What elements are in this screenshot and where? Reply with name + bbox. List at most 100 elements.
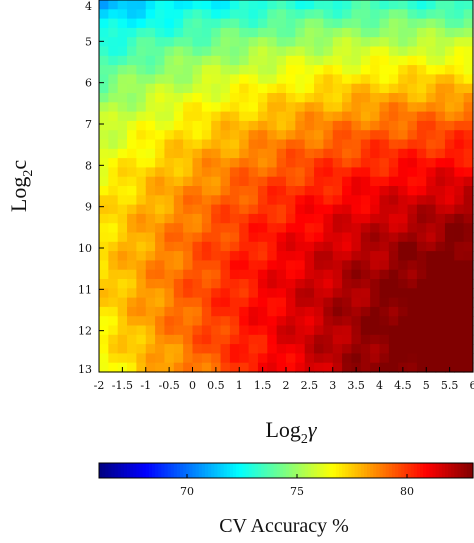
heatmap-cell	[323, 344, 334, 354]
heatmap-cell	[388, 269, 399, 280]
heatmap-cell	[463, 260, 474, 271]
heatmap-cell	[407, 297, 418, 308]
heatmap-cell	[463, 0, 474, 10]
heatmap-cell	[99, 74, 109, 85]
heatmap-cell	[342, 46, 353, 57]
heatmap-cell	[426, 139, 437, 150]
heatmap-cell	[332, 65, 343, 75]
heatmap-cell	[454, 65, 465, 75]
colorbar-segment	[105, 463, 109, 478]
colorbar-segment	[276, 463, 281, 478]
heatmap-cell	[192, 176, 203, 187]
colorbar-segment	[286, 463, 290, 478]
heatmap-cell	[388, 204, 399, 215]
heatmap-cell	[295, 93, 306, 103]
heatmap-cell	[164, 46, 175, 57]
heatmap-cell	[201, 269, 212, 280]
heatmap-cell	[435, 93, 446, 103]
heatmap-cell	[257, 334, 268, 345]
heatmap-cell	[127, 9, 137, 20]
heatmap-cell	[360, 344, 371, 354]
heatmap-cell	[276, 18, 287, 29]
heatmap-cell	[267, 260, 278, 271]
colorbar-segment	[220, 463, 225, 478]
heatmap-cell	[211, 344, 222, 354]
heatmap-cell	[370, 251, 381, 261]
heatmap-cell	[342, 306, 353, 317]
heatmap-cell	[426, 353, 437, 364]
heatmap-cell	[155, 111, 166, 122]
heatmap-cell	[201, 139, 212, 150]
heatmap-cell	[332, 353, 343, 364]
colorbar-segment	[161, 463, 166, 478]
heatmap-cell	[99, 269, 109, 280]
heatmap-cell	[155, 316, 166, 327]
heatmap-cell	[220, 120, 231, 131]
heatmap-cell	[183, 362, 194, 373]
colorbar-segment	[142, 463, 147, 478]
heatmap-cell	[370, 223, 381, 234]
heatmap-cell	[257, 232, 268, 243]
heatmap-cell	[99, 213, 109, 224]
heatmap-cell	[342, 288, 353, 299]
heatmap-cell	[145, 306, 156, 317]
heatmap-cell	[314, 55, 324, 66]
heatmap-cell	[323, 316, 334, 327]
heatmap-cell	[379, 241, 390, 252]
heatmap-cell	[332, 232, 343, 243]
heatmap-cell	[370, 158, 381, 168]
heatmap-cell	[444, 316, 455, 327]
heatmap-cell	[351, 37, 362, 48]
heatmap-cell	[239, 93, 250, 103]
heatmap-cell	[239, 186, 250, 196]
heatmap-cell	[342, 93, 353, 103]
heatmap-cell	[164, 186, 175, 196]
heatmap-cell	[99, 297, 109, 308]
heatmap-cell	[304, 120, 315, 131]
heatmap-cell	[426, 74, 437, 85]
heatmap-cell	[370, 18, 381, 29]
heatmap-cell	[454, 223, 465, 234]
heatmap-cell	[416, 93, 427, 103]
heatmap-cell	[267, 176, 278, 187]
heatmap-cell	[145, 297, 156, 308]
heatmap-cell	[435, 0, 446, 10]
heatmap-cell	[360, 111, 371, 122]
heatmap-cell	[360, 158, 371, 168]
heatmap-cell	[426, 269, 437, 280]
colorbar-segment	[102, 463, 106, 478]
colorbar-segment	[108, 463, 113, 478]
heatmap-cell	[127, 241, 137, 252]
heatmap-cell	[108, 111, 119, 122]
heatmap-cell	[342, 9, 353, 20]
heatmap-cell	[332, 251, 343, 261]
heatmap-cell	[173, 223, 184, 234]
heatmap-cell	[99, 167, 109, 178]
heatmap-cell	[444, 241, 455, 252]
heatmap-cell	[370, 55, 381, 66]
heatmap-cell	[155, 213, 166, 224]
heatmap-cell	[360, 260, 371, 271]
heatmap-cell	[201, 241, 212, 252]
heatmap-cell	[117, 0, 128, 10]
heatmap-cell	[248, 260, 259, 271]
heatmap-cell	[360, 362, 371, 373]
heatmap-cell	[332, 297, 343, 308]
heatmap-cell	[379, 74, 390, 85]
heatmap-cell	[295, 102, 306, 113]
heatmap-cell	[416, 223, 427, 234]
heatmap-cell	[332, 344, 343, 354]
heatmap-cell	[370, 353, 381, 364]
heatmap-cell	[145, 27, 156, 38]
heatmap-cell	[295, 55, 306, 66]
heatmap-cell	[286, 102, 296, 113]
heatmap-cell	[108, 353, 119, 364]
x-tick-label: 0	[189, 379, 196, 392]
heatmap-cell	[173, 111, 184, 122]
heatmap-cell	[155, 120, 166, 131]
heatmap-cell	[463, 344, 474, 354]
heatmap-cell	[426, 260, 437, 271]
heatmap-cell	[463, 251, 474, 261]
heatmap-cell	[454, 9, 465, 20]
heatmap-cell	[360, 55, 371, 66]
